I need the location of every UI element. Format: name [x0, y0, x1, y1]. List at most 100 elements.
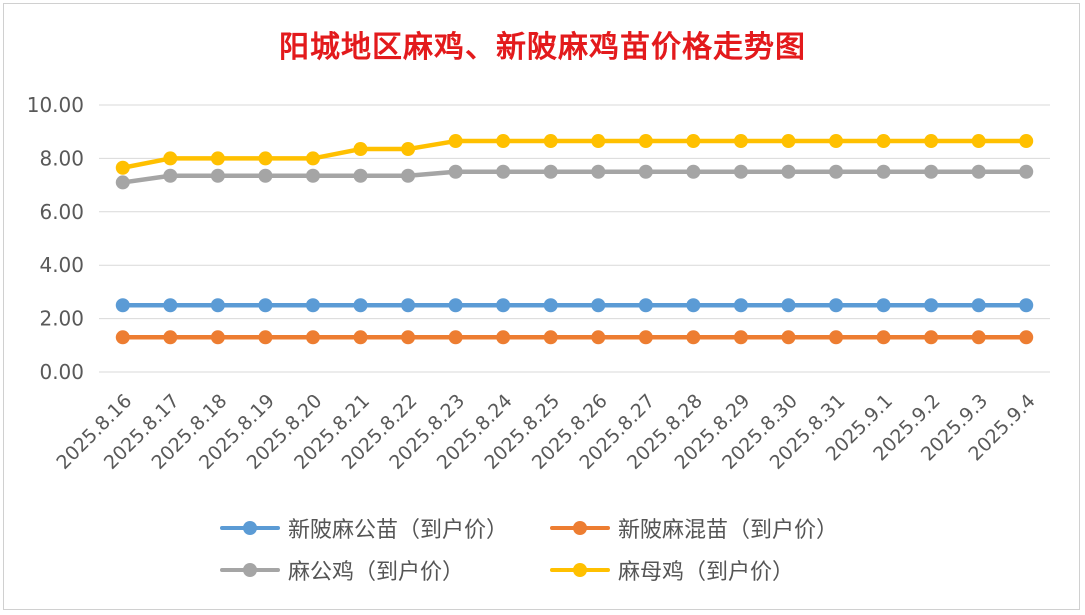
data-point	[829, 330, 844, 345]
data-point	[401, 168, 416, 183]
chart-title: 阳城地区麻鸡、新陂麻鸡苗价格走势图	[279, 30, 806, 65]
data-point	[401, 330, 416, 345]
data-point	[1019, 164, 1034, 179]
legend-item: 麻母鸡（到户价）	[550, 552, 794, 588]
data-point	[353, 168, 368, 183]
data-point	[210, 298, 225, 313]
data-point	[305, 168, 320, 183]
data-point	[448, 330, 463, 345]
y-tick-label: 10.00	[27, 93, 84, 117]
data-point	[591, 164, 606, 179]
legend-item: 新陂麻混苗（到户价）	[550, 510, 838, 546]
data-point	[448, 164, 463, 179]
legend-label: 麻母鸡（到户价）	[618, 560, 795, 585]
data-point	[305, 151, 320, 166]
data-point	[353, 298, 368, 313]
data-point	[543, 298, 558, 313]
data-point	[876, 298, 891, 313]
data-point	[115, 175, 130, 190]
legend-label: 新陂麻公苗（到户价）	[288, 518, 509, 543]
y-tick-label: 2.00	[39, 307, 84, 331]
data-point	[210, 151, 225, 166]
legend-label: 麻公鸡（到户价）	[288, 560, 465, 585]
data-point	[210, 330, 225, 345]
data-point	[258, 168, 273, 183]
data-point	[210, 168, 225, 183]
data-point	[496, 164, 511, 179]
data-point	[353, 142, 368, 157]
data-point	[163, 298, 178, 313]
y-tick-label: 0.00	[39, 360, 84, 384]
data-point	[924, 298, 939, 313]
data-point	[971, 164, 986, 179]
legend-swatch	[220, 516, 280, 540]
data-point	[543, 164, 558, 179]
data-point	[115, 330, 130, 345]
data-point	[1019, 298, 1034, 313]
data-point	[686, 164, 701, 179]
data-point	[1019, 134, 1034, 149]
data-point	[781, 330, 796, 345]
data-point	[781, 164, 796, 179]
data-point	[591, 298, 606, 313]
data-point	[638, 164, 653, 179]
series-line	[120, 169, 1029, 185]
data-point	[305, 330, 320, 345]
data-point	[115, 298, 130, 313]
data-point	[829, 164, 844, 179]
data-point	[733, 164, 748, 179]
data-point	[448, 298, 463, 313]
data-point	[829, 134, 844, 149]
data-point	[686, 134, 701, 149]
data-point	[543, 330, 558, 345]
data-point	[448, 134, 463, 149]
data-point	[971, 330, 986, 345]
data-point	[781, 298, 796, 313]
data-point	[591, 134, 606, 149]
data-point	[829, 298, 844, 313]
y-tick-label: 6.00	[39, 200, 84, 224]
legend-swatch	[220, 558, 280, 582]
data-point	[258, 151, 273, 166]
data-point	[258, 298, 273, 313]
data-point	[781, 134, 796, 149]
data-point	[733, 134, 748, 149]
data-point	[733, 330, 748, 345]
legend-item: 新陂麻公苗（到户价）	[220, 510, 508, 546]
data-point	[971, 134, 986, 149]
data-point	[401, 298, 416, 313]
data-point	[115, 160, 130, 175]
data-point	[305, 298, 320, 313]
legend-label: 新陂麻混苗（到户价）	[618, 518, 839, 543]
data-point	[876, 330, 891, 345]
data-point	[543, 134, 558, 149]
series-line	[120, 138, 1029, 170]
data-point	[686, 330, 701, 345]
data-point	[353, 330, 368, 345]
data-point	[638, 134, 653, 149]
data-point	[1019, 330, 1034, 345]
y-tick-label: 4.00	[39, 253, 84, 277]
data-point	[401, 142, 416, 157]
data-point	[876, 164, 891, 179]
data-point	[638, 330, 653, 345]
legend-swatch	[550, 558, 610, 582]
data-point	[258, 330, 273, 345]
data-point	[163, 330, 178, 345]
data-point	[163, 151, 178, 166]
data-point	[496, 330, 511, 345]
data-point	[638, 298, 653, 313]
data-point	[496, 134, 511, 149]
y-tick-label: 8.00	[39, 146, 84, 170]
data-point	[496, 298, 511, 313]
data-point	[686, 298, 701, 313]
data-point	[733, 298, 748, 313]
data-point	[924, 134, 939, 149]
data-point	[971, 298, 986, 313]
data-point	[876, 134, 891, 149]
legend-item: 麻公鸡（到户价）	[220, 552, 464, 588]
data-point	[924, 330, 939, 345]
legend-swatch	[550, 516, 610, 540]
data-point	[924, 164, 939, 179]
